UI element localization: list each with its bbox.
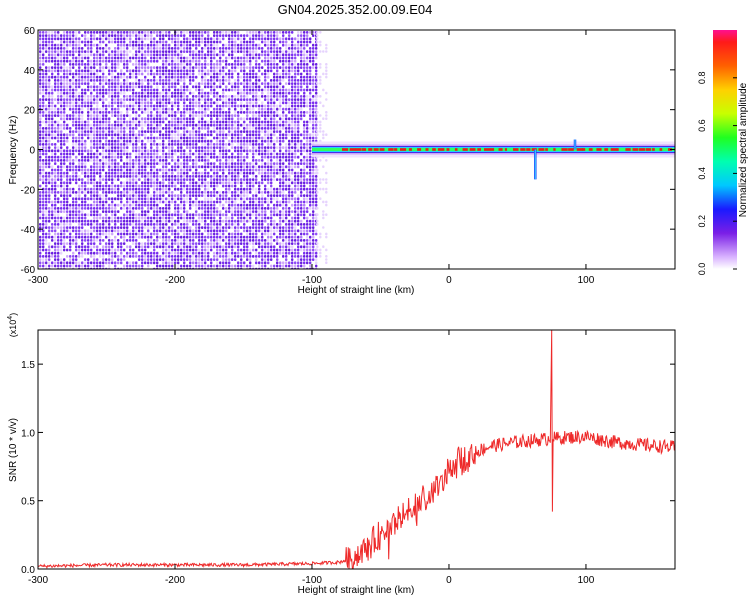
multiplier-close: ): [8, 313, 18, 316]
x-tick-label: 0: [446, 575, 452, 586]
snr-series-line: [38, 330, 675, 569]
y-tick-label: 1.5: [21, 360, 35, 371]
y-tick-label: 60: [24, 26, 36, 37]
y-tick-label: 40: [24, 66, 36, 77]
y-tick-label: -60: [21, 265, 36, 276]
y-tick-label: 0.5: [21, 497, 35, 508]
colorbar-tick-label: 0.2: [697, 215, 707, 228]
noise-region: [39, 31, 328, 271]
colorbar-tick-label: 0.4: [697, 167, 707, 180]
snr-x-label: Height of straight line (km): [298, 585, 415, 596]
colorbar-label: Normalized spectral amplitude: [738, 82, 749, 217]
y-tick-label: -40: [21, 225, 36, 236]
x-tick-label: 0: [446, 275, 452, 286]
spectrogram-x-label: Height of straight line (km): [298, 285, 415, 296]
snr-y-label: SNR (10 * v/v): [8, 418, 19, 482]
colorbar-gradient: [713, 30, 737, 269]
snr-frame: [38, 330, 675, 569]
x-tick-label: -200: [165, 575, 185, 586]
spectrogram-content: [39, 31, 675, 271]
x-tick-label: -300: [28, 575, 48, 586]
x-tick-label: 100: [578, 275, 595, 286]
multiplier-prefix: (x10: [8, 320, 18, 338]
colorbar-tick-label: 0.6: [697, 119, 707, 132]
snr-y-multiplier: (x104): [7, 313, 18, 337]
x-tick-label: -200: [165, 275, 185, 286]
y-tick-label: 1.0: [21, 428, 35, 439]
y-tick-label: 0: [29, 146, 35, 157]
spectrogram-y-label: Frequency (Hz): [8, 116, 19, 185]
page-title: GN04.2025.352.00.09.E04: [278, 2, 433, 17]
colorbar-tick-label: 0.0: [697, 263, 707, 276]
x-tick-label: -300: [28, 275, 48, 286]
y-tick-label: 20: [24, 106, 36, 117]
y-tick-label: -20: [21, 185, 36, 196]
signal-ridge: [312, 140, 675, 180]
x-tick-label: 100: [578, 575, 595, 586]
colorbar-tick-label: 0.8: [697, 72, 707, 85]
snr-y-ticks: 0.0 0.5 1.0 1.5: [21, 360, 675, 576]
y-tick-label: 0.0: [21, 565, 35, 576]
colorbar: 0.0 0.2 0.4 0.6 0.8 Normalized spectral ampl…: [697, 30, 749, 275]
